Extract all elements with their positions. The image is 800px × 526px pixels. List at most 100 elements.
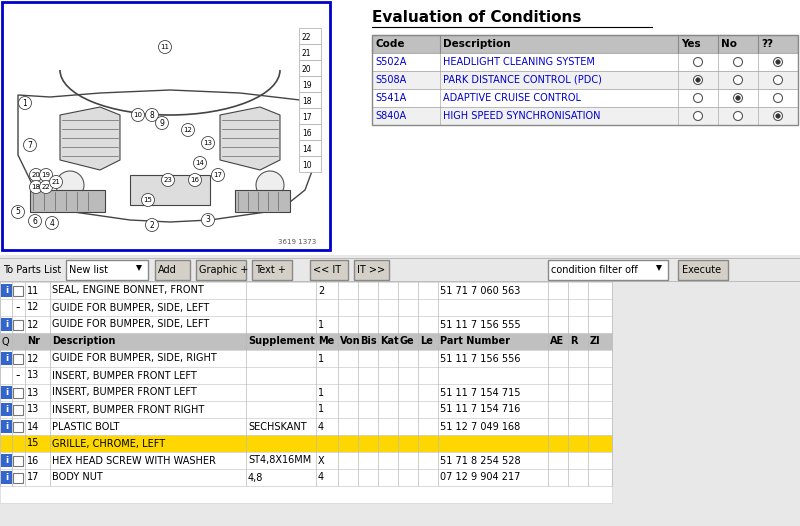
Text: X: X <box>318 456 325 466</box>
Text: 2: 2 <box>150 220 154 229</box>
Text: Description: Description <box>52 337 115 347</box>
Bar <box>13 456 23 466</box>
Bar <box>13 473 23 483</box>
Text: SEAL, ENGINE BONNET, FRONT: SEAL, ENGINE BONNET, FRONT <box>52 286 204 296</box>
Circle shape <box>774 57 782 66</box>
Text: 1: 1 <box>318 319 324 329</box>
Text: Kat: Kat <box>380 337 398 347</box>
Bar <box>1 471 12 484</box>
Circle shape <box>30 180 42 194</box>
Circle shape <box>774 94 782 103</box>
Circle shape <box>734 112 742 120</box>
Text: 16: 16 <box>302 128 312 137</box>
Text: GUIDE FOR BUMPER, SIDE, LEFT: GUIDE FOR BUMPER, SIDE, LEFT <box>52 302 210 312</box>
Text: 9: 9 <box>159 118 165 127</box>
Text: 15: 15 <box>143 197 153 203</box>
Text: AE: AE <box>550 337 564 347</box>
Text: 4,8: 4,8 <box>248 472 263 482</box>
Text: Me: Me <box>318 337 334 347</box>
Bar <box>30 190 105 212</box>
Circle shape <box>146 108 158 122</box>
Bar <box>299 124 321 140</box>
Circle shape <box>30 168 42 181</box>
Bar <box>13 388 23 398</box>
Text: Description: Description <box>443 39 510 49</box>
Circle shape <box>56 171 84 199</box>
Circle shape <box>694 76 702 85</box>
Text: Bis: Bis <box>360 337 377 347</box>
Bar <box>299 44 321 60</box>
Circle shape <box>256 171 284 199</box>
Text: 4: 4 <box>50 218 54 228</box>
Text: 14: 14 <box>27 421 39 431</box>
Circle shape <box>694 112 702 120</box>
Text: 5: 5 <box>15 207 21 217</box>
Text: No: No <box>721 39 737 49</box>
Text: 07 12 9 904 217: 07 12 9 904 217 <box>440 472 520 482</box>
Bar <box>372 35 798 125</box>
Circle shape <box>776 60 780 64</box>
Text: 12: 12 <box>183 127 193 133</box>
Circle shape <box>39 180 53 194</box>
Circle shape <box>774 112 782 120</box>
Circle shape <box>46 217 58 229</box>
Text: 12: 12 <box>27 319 39 329</box>
Text: Ge: Ge <box>400 337 414 347</box>
Text: INSERT, BUMPER FRONT LEFT: INSERT, BUMPER FRONT LEFT <box>52 370 197 380</box>
Bar <box>299 108 321 124</box>
Text: 12: 12 <box>27 302 39 312</box>
Text: 16: 16 <box>27 456 39 466</box>
Text: Supplement: Supplement <box>248 337 314 347</box>
Text: 1: 1 <box>318 404 324 414</box>
Text: 3619 1373: 3619 1373 <box>278 239 316 245</box>
Circle shape <box>23 138 37 151</box>
Text: 14: 14 <box>195 160 205 166</box>
Circle shape <box>694 94 702 103</box>
Bar <box>0 367 612 384</box>
Text: R: R <box>570 337 578 347</box>
Circle shape <box>776 114 780 118</box>
Text: i: i <box>5 405 8 414</box>
Bar <box>372 107 798 125</box>
Bar <box>252 260 292 280</box>
Text: Graphic +: Graphic + <box>199 265 248 275</box>
Text: i: i <box>5 286 8 295</box>
Bar <box>372 53 798 71</box>
Bar <box>0 299 612 316</box>
Bar <box>0 333 612 350</box>
Text: 11: 11 <box>27 286 39 296</box>
Text: 1: 1 <box>318 353 324 363</box>
Text: i: i <box>5 422 8 431</box>
Text: 51 71 7 060 563: 51 71 7 060 563 <box>440 286 520 296</box>
Bar <box>0 469 612 486</box>
Text: 17: 17 <box>27 472 39 482</box>
Bar <box>1 403 12 416</box>
Text: 13: 13 <box>27 370 39 380</box>
Text: BODY NUT: BODY NUT <box>52 472 102 482</box>
Text: Le: Le <box>420 337 433 347</box>
Text: S541A: S541A <box>375 93 406 103</box>
Bar <box>155 260 190 280</box>
Text: INSERT, BUMPER FRONT LEFT: INSERT, BUMPER FRONT LEFT <box>52 388 197 398</box>
Bar <box>0 316 612 333</box>
Text: GUIDE FOR BUMPER, SIDE, LEFT: GUIDE FOR BUMPER, SIDE, LEFT <box>52 319 210 329</box>
Text: i: i <box>5 320 8 329</box>
Bar <box>299 28 321 44</box>
Text: 4: 4 <box>318 472 324 482</box>
Text: 51 11 7 154 715: 51 11 7 154 715 <box>440 388 521 398</box>
Text: 19: 19 <box>302 80 312 89</box>
Bar <box>235 190 290 212</box>
Text: 10: 10 <box>302 160 312 169</box>
Text: condition filter off: condition filter off <box>551 265 638 275</box>
Text: Evaluation of Conditions: Evaluation of Conditions <box>372 11 582 25</box>
Text: Q: Q <box>1 337 9 347</box>
Bar <box>13 286 23 296</box>
Circle shape <box>18 96 31 109</box>
Text: 10: 10 <box>134 112 142 118</box>
Text: Code: Code <box>375 39 405 49</box>
Circle shape <box>734 76 742 85</box>
Bar <box>66 260 148 280</box>
Text: Yes: Yes <box>681 39 701 49</box>
Bar <box>310 260 348 280</box>
Text: i: i <box>5 456 8 465</box>
